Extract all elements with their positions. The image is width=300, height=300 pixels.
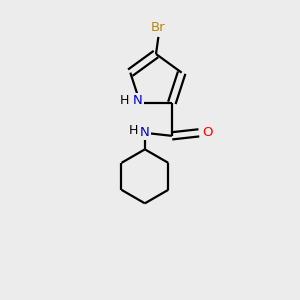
Text: N: N	[140, 126, 150, 139]
Text: Br: Br	[151, 21, 166, 34]
Text: H: H	[120, 94, 129, 107]
Text: N: N	[133, 94, 142, 107]
Text: H: H	[129, 124, 138, 137]
Text: O: O	[202, 126, 212, 139]
